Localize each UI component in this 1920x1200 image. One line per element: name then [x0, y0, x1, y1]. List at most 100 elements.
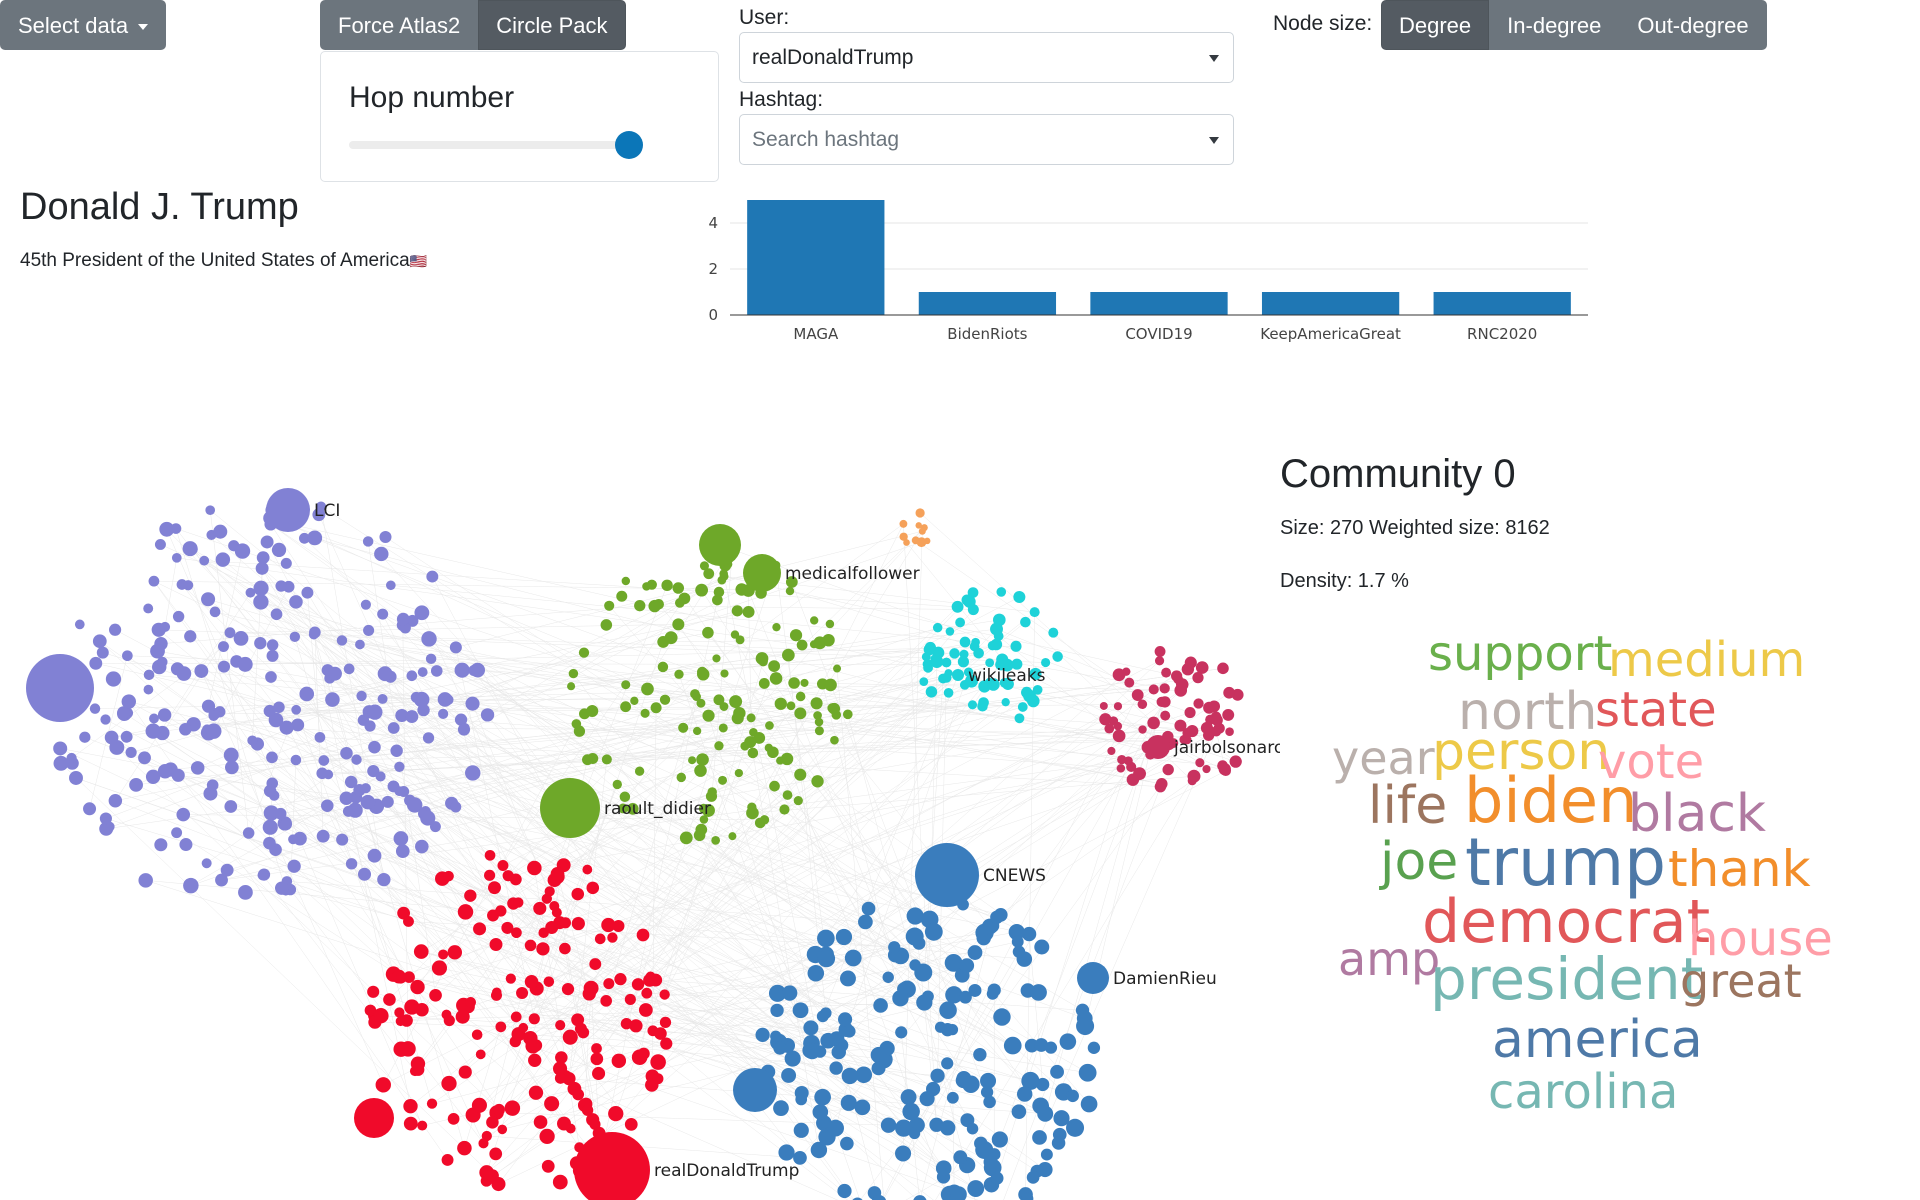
graph-node[interactable]	[430, 665, 443, 677]
graph-node[interactable]	[830, 735, 839, 745]
graph-node[interactable]	[516, 986, 529, 999]
graph-node[interactable]	[1138, 725, 1147, 734]
graph-node[interactable]	[233, 631, 249, 646]
graph-node[interactable]	[746, 713, 756, 723]
graph-node[interactable]	[607, 932, 618, 943]
graph-node[interactable]	[641, 682, 654, 696]
graph-node[interactable]	[1003, 1036, 1022, 1055]
graph-node[interactable]	[475, 1049, 486, 1060]
graph-node[interactable]	[820, 1032, 836, 1049]
graph-node[interactable]	[1053, 1110, 1070, 1127]
graph-node[interactable]	[728, 832, 737, 841]
graph-node[interactable]	[275, 580, 287, 592]
graph-node[interactable]	[987, 640, 998, 651]
graph-node[interactable]	[795, 691, 806, 702]
graph-node[interactable]	[992, 613, 1006, 627]
graph-node[interactable]	[465, 696, 480, 711]
graph-node[interactable]	[92, 634, 107, 649]
graph-node[interactable]	[367, 848, 382, 863]
graph-node[interactable]	[1160, 710, 1171, 721]
graph-node-jairbolsonaro[interactable]	[1146, 735, 1170, 759]
graph-node[interactable]	[237, 656, 253, 672]
graph-node[interactable]	[650, 702, 662, 714]
graph-node[interactable]	[1044, 1041, 1058, 1054]
graph-node[interactable]	[717, 575, 727, 585]
graph-node[interactable]	[1193, 698, 1204, 709]
graph-node[interactable]	[767, 746, 779, 759]
graph-node[interactable]	[793, 1151, 807, 1165]
graph-node[interactable]	[143, 669, 155, 681]
graph-node[interactable]	[509, 1035, 521, 1048]
graph-node[interactable]	[742, 606, 755, 618]
graph-node[interactable]	[528, 1053, 542, 1067]
graph-node[interactable]	[990, 1171, 1004, 1185]
graph-node[interactable]	[900, 1089, 917, 1106]
graph-node[interactable]	[1036, 1077, 1050, 1092]
graph-node[interactable]	[768, 660, 781, 672]
graph-node[interactable]	[755, 1027, 770, 1042]
graph-node[interactable]	[1048, 627, 1059, 638]
graph-node[interactable]	[465, 765, 481, 781]
graph-node[interactable]	[951, 600, 964, 613]
graph-node[interactable]	[148, 575, 160, 587]
graph-node[interactable]	[851, 1197, 864, 1200]
graph-node[interactable]	[674, 598, 685, 608]
graph-node[interactable]	[410, 1056, 426, 1071]
graph-node[interactable]	[247, 735, 258, 746]
graph-node[interactable]	[1021, 1192, 1034, 1200]
graph-node[interactable]	[620, 701, 632, 713]
graph-node[interactable]	[586, 881, 600, 895]
graph-node[interactable]	[581, 1104, 594, 1116]
hop-slider-thumb[interactable]	[615, 131, 643, 159]
graph-node[interactable]	[429, 988, 442, 1002]
graph-node[interactable]	[1112, 668, 1126, 682]
graph-node[interactable]	[945, 986, 963, 1004]
graph-node[interactable]	[527, 860, 542, 876]
graph-node[interactable]	[154, 538, 166, 550]
graph-node[interactable]	[201, 858, 212, 869]
graph-node[interactable]	[941, 1057, 954, 1070]
graph-node[interactable]	[835, 928, 853, 946]
graph-node[interactable]	[471, 1097, 487, 1113]
graph-node[interactable]	[559, 917, 571, 929]
graph-node[interactable]	[923, 643, 936, 656]
graph-node[interactable]	[586, 705, 599, 718]
graph-node[interactable]	[591, 1043, 602, 1054]
graph-node[interactable]	[930, 655, 944, 669]
graph-node[interactable]	[513, 897, 524, 908]
graph-node[interactable]	[1112, 729, 1126, 743]
graph-node[interactable]	[83, 802, 97, 816]
graph-node[interactable]	[1059, 1033, 1077, 1050]
graph-node[interactable]	[571, 916, 585, 931]
graph-node[interactable]	[584, 987, 596, 999]
graph-node[interactable]	[395, 1016, 406, 1027]
graph-node[interactable]	[1192, 671, 1204, 684]
graph-node[interactable]	[914, 963, 933, 982]
graph-node[interactable]	[450, 801, 462, 813]
graph-node[interactable]	[242, 827, 255, 839]
graph-node[interactable]	[955, 617, 966, 628]
graph-node[interactable]	[567, 682, 576, 691]
graph-node[interactable]	[533, 1115, 548, 1129]
graph-node[interactable]	[770, 1030, 782, 1042]
graph-node[interactable]	[590, 1052, 604, 1066]
graph-node[interactable]	[1175, 678, 1189, 691]
graph-node[interactable]	[343, 663, 355, 675]
graph-node[interactable]	[159, 621, 171, 632]
graph-node[interactable]	[983, 1095, 996, 1109]
graph-node[interactable]	[944, 953, 963, 972]
graph-node[interactable]	[915, 522, 922, 529]
graph-node[interactable]	[1107, 746, 1116, 756]
graph-node[interactable]	[782, 790, 793, 800]
graph-node[interactable]	[770, 1003, 784, 1018]
graph-node[interactable]	[812, 1104, 829, 1120]
graph-node[interactable]	[1013, 590, 1026, 603]
graph-node[interactable]	[1223, 686, 1236, 699]
graph-node[interactable]	[769, 672, 783, 685]
graph-node[interactable]	[707, 787, 717, 797]
graph-node[interactable]	[1182, 727, 1193, 739]
graph-node[interactable]	[659, 989, 670, 1000]
graph-node[interactable]	[1099, 713, 1112, 726]
graph-node[interactable]	[604, 600, 615, 611]
graph-node[interactable]	[619, 791, 631, 803]
